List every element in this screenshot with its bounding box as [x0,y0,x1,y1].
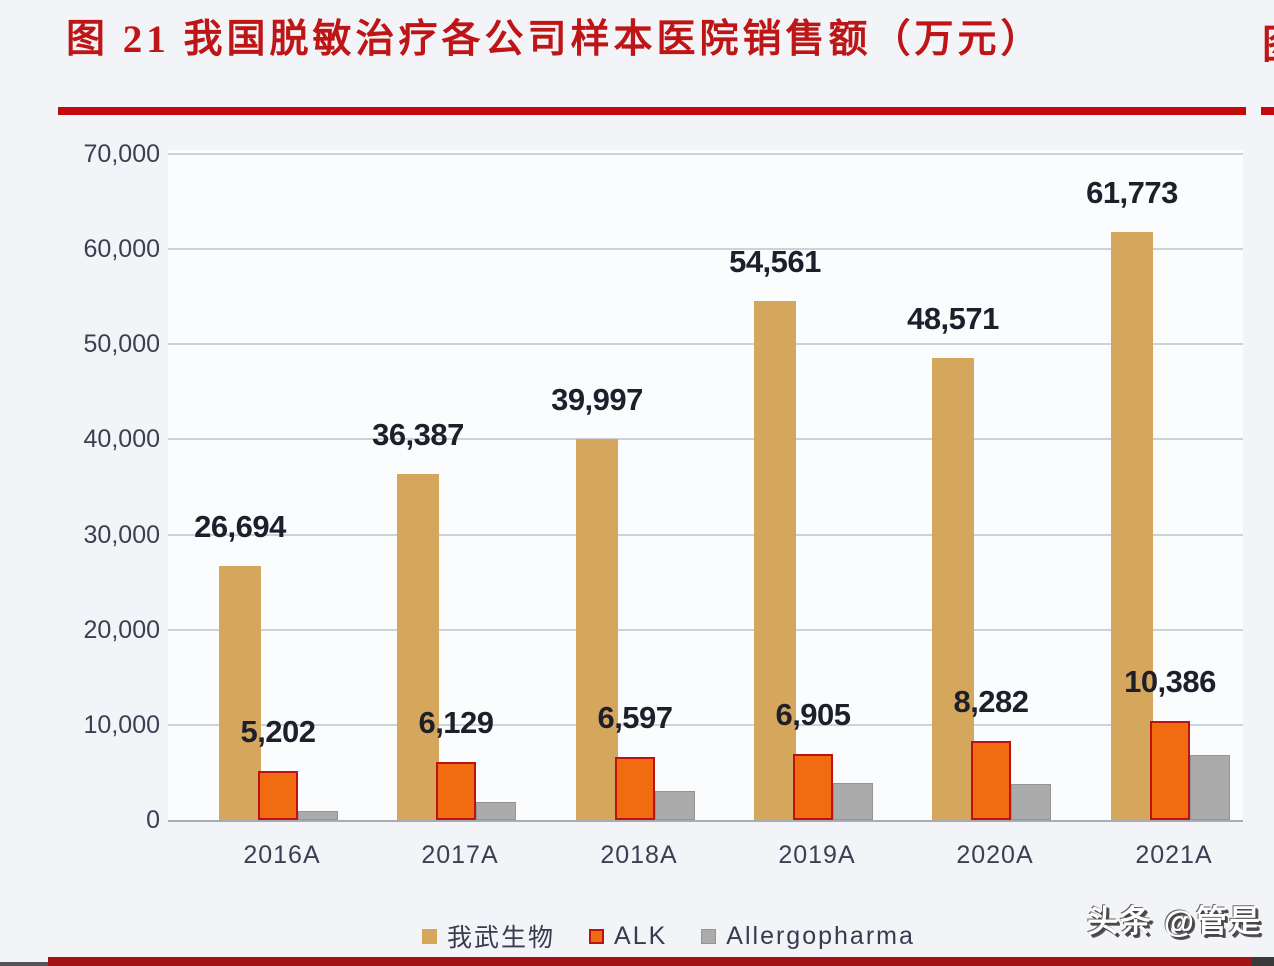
gridline-30,000 [168,533,1243,536]
bar-ALK-2020A [971,741,1011,820]
x-axis-label-2019A: 2019A [778,841,856,869]
bottom-rule-right-segment [1252,957,1274,966]
value-label-ALK-2020A: 8,282 [953,684,1029,720]
bar-我武生物-2017A [397,473,439,820]
bar-我武生物-2018A [576,439,618,820]
gridline-10,000 [168,723,1243,726]
legend-item-allergopharma: Allergopharma [701,922,915,951]
value-label-ALK-2021A: 10,386 [1124,664,1216,700]
value-label-ALK-2016A: 5,202 [240,713,316,749]
title-rule [58,107,1246,115]
y-axis-tick-70,000: 70,000 [83,140,160,168]
x-axis-line [168,820,1243,822]
y-axis-tick-40,000: 40,000 [83,425,160,454]
x-axis-label-2018A: 2018A [600,841,678,869]
value-label-我武生物-2019A: 54,561 [729,243,821,279]
value-label-我武生物-2020A: 48,571 [907,300,999,336]
bar-ALK-2021A [1150,721,1190,820]
legend-swatch-alk [589,928,605,944]
x-axis-label-2020A: 2020A [956,841,1034,869]
x-axis-label-2017A: 2017A [421,841,499,869]
gridline-40,000 [168,438,1243,441]
value-label-ALK-2017A: 6,129 [418,704,494,740]
bar-Allergopharma-2018A [655,790,695,820]
bar-Allergopharma-2016A [298,810,338,820]
legend-label-alk: ALK [614,921,668,950]
bar-我武生物-2019A [754,300,796,820]
bar-ALK-2016A [258,770,298,820]
page-title: 图 21 我国脱敏治疗各公司样本医院销售额（万元） [66,18,1044,61]
gridline-60,000 [168,248,1243,251]
bar-Allergopharma-2019A [833,782,873,820]
x-axis-label-2016A: 2016A [243,841,321,869]
legend-item-alk: ALK [589,922,667,951]
legend-swatch-allergopharma [701,928,717,944]
bar-ALK-2017A [436,761,476,820]
bottom-rule [48,957,1252,966]
watermark: 头条 @管是 [1087,904,1262,939]
y-axis-tick-0: 0 [146,806,160,834]
value-label-ALK-2018A: 6,597 [597,700,673,736]
legend-item-wowu: 我武生物 [422,918,555,954]
value-label-我武生物-2017A: 36,387 [372,416,464,452]
y-axis-tick-30,000: 30,000 [83,520,160,549]
title-fragment-clipped: 图 [1262,12,1274,62]
y-axis-tick-60,000: 60,000 [83,235,160,264]
legend-swatch-wowu [422,928,437,944]
bottom-rule-left-sliver [0,962,48,966]
bar-Allergopharma-2020A [1011,783,1051,820]
chart-legend: 我武生物 ALK Allergopharma [422,918,915,954]
bar-我武生物-2020A [932,357,974,820]
legend-label-wowu: 我武生物 [447,924,556,952]
plot-background [168,150,1243,820]
bar-我武生物-2016A [219,566,261,820]
gridline-50,000 [168,343,1243,346]
y-axis-tick-20,000: 20,000 [83,615,160,644]
legend-label-allergopharma: Allergopharma [726,921,915,950]
value-label-我武生物-2016A: 26,694 [194,509,286,545]
bar-ALK-2019A [793,754,833,820]
gridline-20,000 [168,628,1243,631]
bar-我武生物-2021A [1111,232,1153,820]
value-label-ALK-2019A: 6,905 [775,697,851,733]
value-label-我武生物-2021A: 61,773 [1086,175,1178,211]
value-label-我武生物-2018A: 39,997 [551,382,643,418]
x-axis-label-2021A: 2021A [1135,841,1213,869]
y-axis-tick-50,000: 50,000 [83,330,160,359]
y-axis-tick-10,000: 10,000 [83,710,160,739]
bar-Allergopharma-2017A [476,801,516,820]
gridline-70,000 [168,153,1243,155]
title-rule-right-segment [1261,107,1274,115]
bar-Allergopharma-2021A [1190,755,1230,820]
bar-ALK-2018A [615,757,655,820]
